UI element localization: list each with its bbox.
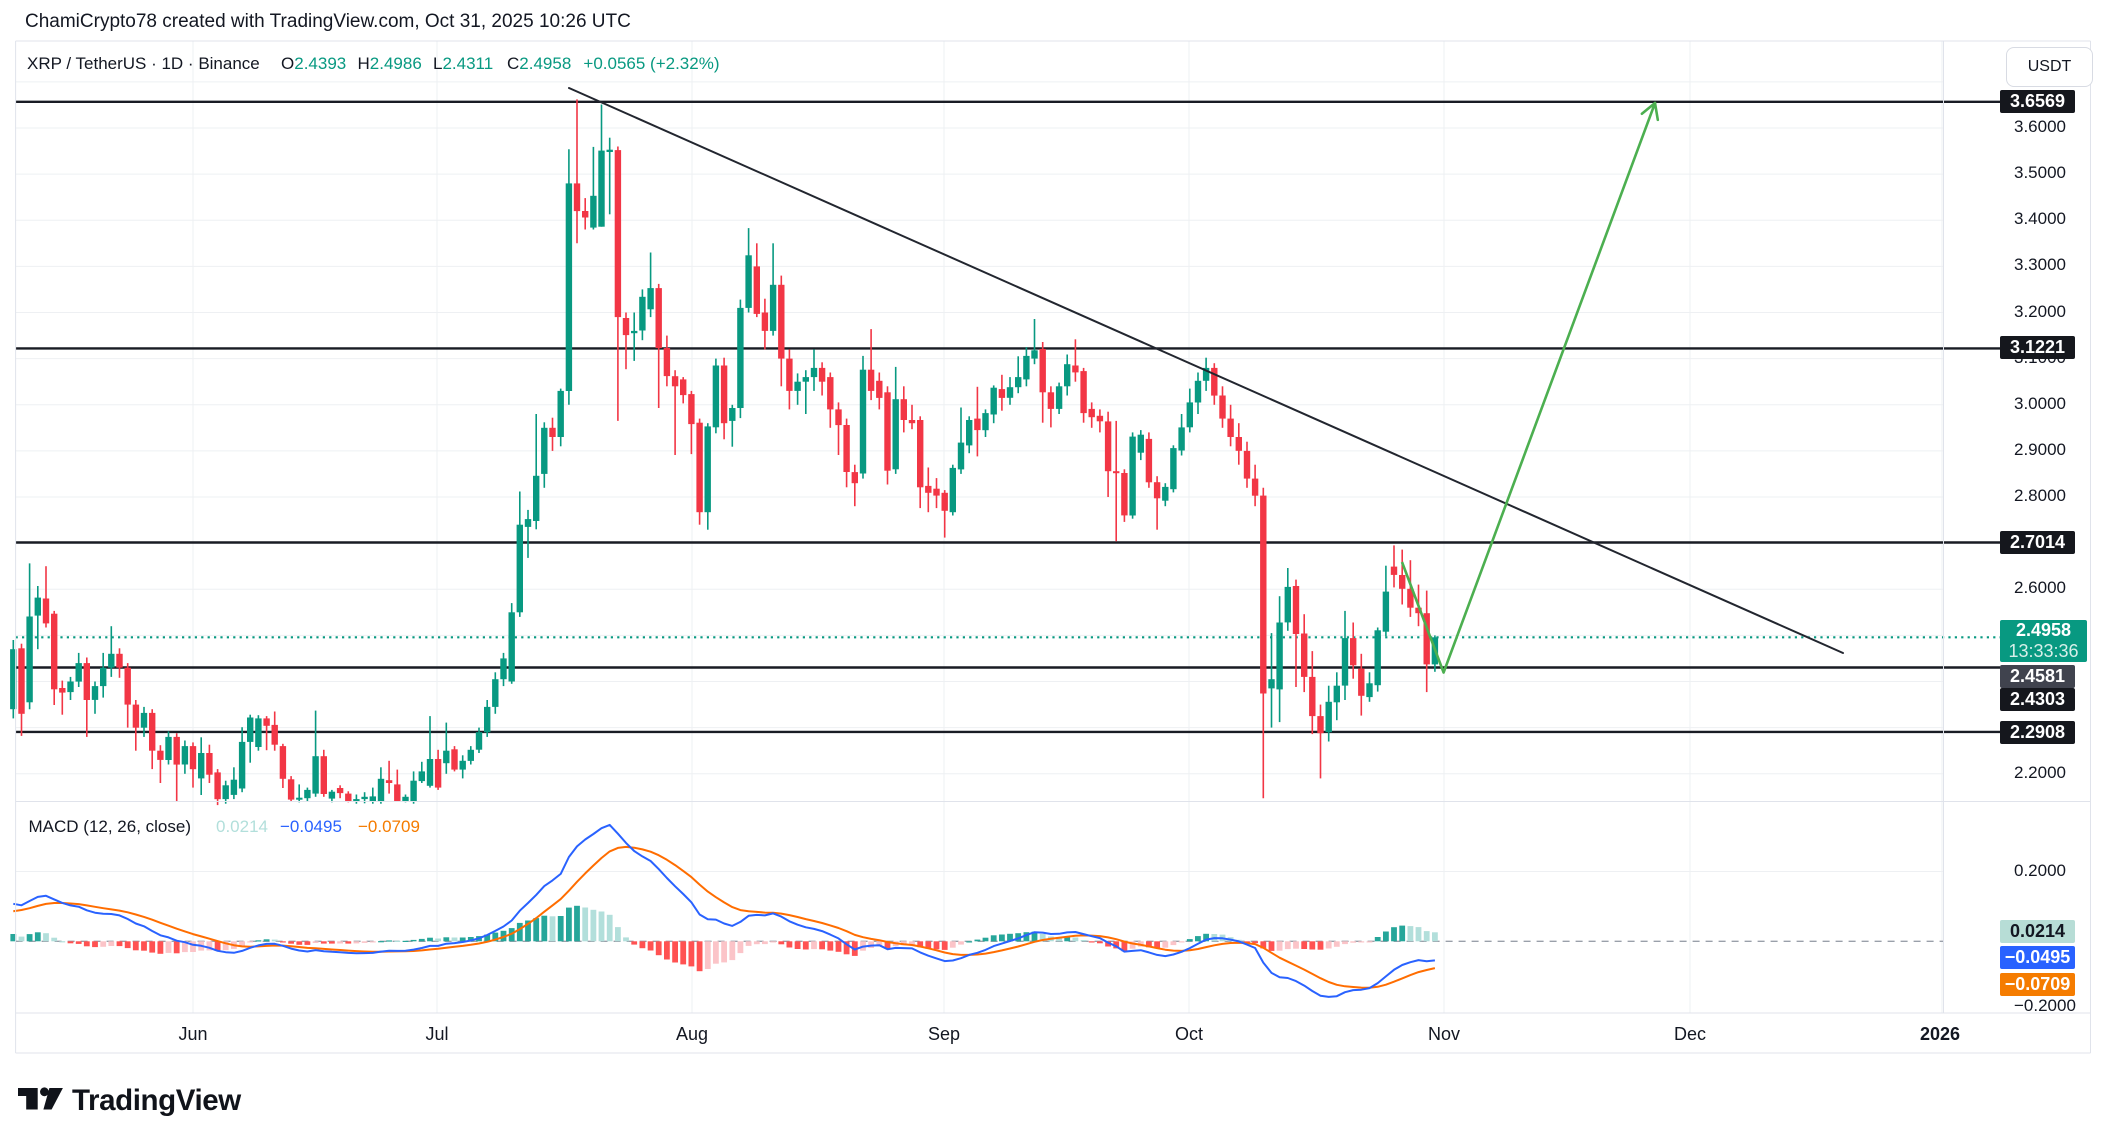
svg-text:TradingView: TradingView — [72, 1087, 241, 1117]
